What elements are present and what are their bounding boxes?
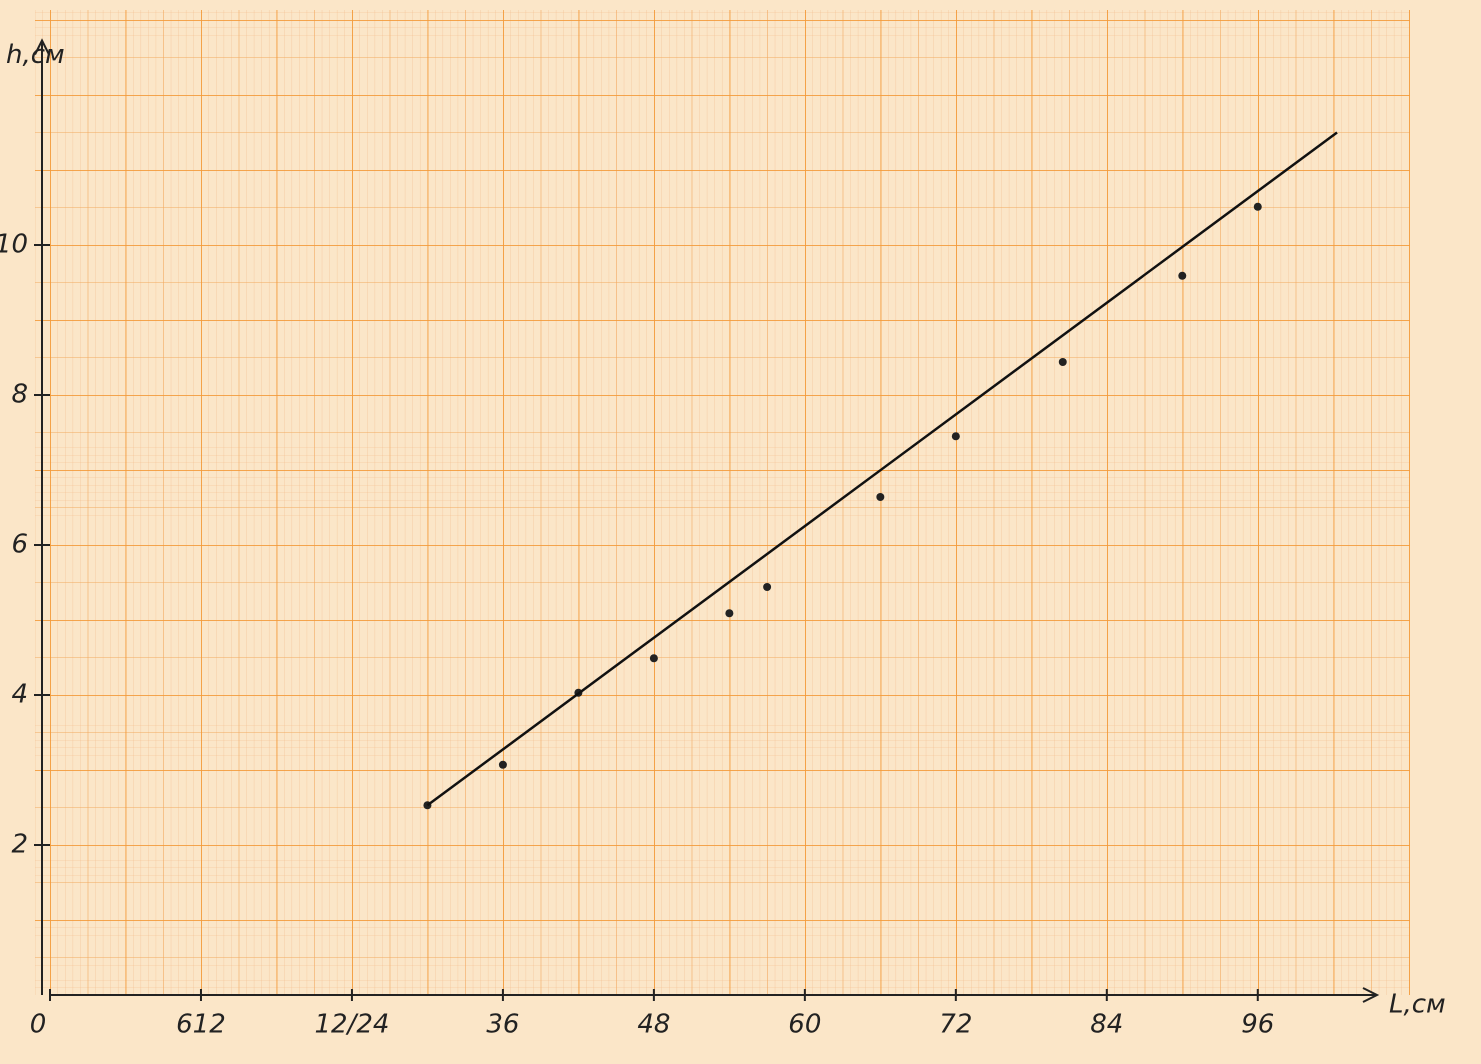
- data-point: [1254, 203, 1262, 211]
- y-tick-label: 2: [11, 830, 28, 860]
- data-point: [763, 583, 771, 591]
- x-tick-label: 0: [30, 1010, 47, 1040]
- y-tick-label: 6: [11, 530, 28, 560]
- chart: L,см h,см 0 612 12/24 36 48 60 72 84 96 2 4 6 8 10: [0, 0, 1481, 1064]
- x-tick-label: 48: [637, 1010, 670, 1040]
- y-tick-label: 8: [11, 380, 28, 410]
- x-tick-label: 60: [788, 1010, 821, 1040]
- x-tick-label: 36: [486, 1010, 519, 1040]
- x-tick-label: 612: [176, 1010, 226, 1040]
- data-point: [876, 493, 884, 501]
- x-tick-label: 12/24: [314, 1010, 389, 1040]
- x-axis-label: L,см: [1389, 990, 1446, 1020]
- x-tick-label: 84: [1090, 1010, 1123, 1040]
- data-point: [1059, 358, 1067, 366]
- data-point: [499, 761, 507, 769]
- page: {"chart_data": {"type": "scatter", "xlab…: [0, 0, 1481, 1064]
- data-point: [650, 654, 658, 662]
- data-point: [952, 432, 960, 440]
- data-point: [725, 609, 733, 617]
- data-point: [1178, 272, 1186, 280]
- y-axis-label: h,см: [6, 40, 65, 70]
- x-tick-label: 72: [939, 1010, 972, 1040]
- y-tick-label: 4: [11, 680, 28, 710]
- y-tick-label: 10: [0, 230, 28, 260]
- paper-grid: [35, 10, 1410, 995]
- x-tick-label: 96: [1241, 1010, 1274, 1040]
